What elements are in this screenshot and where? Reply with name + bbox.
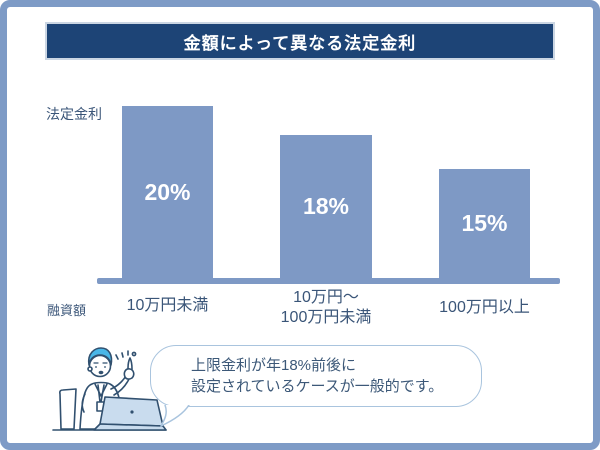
page-title: 金額によって異なる法定金利: [183, 33, 417, 53]
callout-text-line2: 設定されているケースが一般的です。: [191, 378, 444, 395]
speech-bubble-tail: [160, 404, 190, 427]
category-label-under-100k: 10万円未満: [126, 297, 209, 314]
category-label-100k-to-1m: 10万円～ 100万円未満: [280, 289, 372, 326]
callout-speech-bubble: 上限金利が年18%前後に 設定されているケースが一般的です。: [150, 345, 482, 407]
callout-text-line1: 上限金利が年18%前後に: [191, 357, 357, 374]
bar-value-label: 15%: [461, 210, 508, 236]
bar-over-1m: 15%: [439, 169, 530, 278]
title-banner: 金額によって異なる法定金利: [45, 22, 555, 60]
y-axis-label: 法定金利: [46, 106, 102, 122]
man-at-laptop-illustration: [52, 347, 167, 431]
category-label-over-1m: 100万円以上: [439, 299, 530, 316]
bar-100k-to-1m: 18%: [280, 135, 372, 278]
bar-under-100k: 20%: [122, 106, 213, 278]
x-axis-line: [97, 278, 560, 284]
x-axis-label: 融資額: [47, 303, 87, 318]
bar-value-label: 18%: [302, 193, 350, 219]
bar-value-label: 20%: [144, 178, 191, 205]
